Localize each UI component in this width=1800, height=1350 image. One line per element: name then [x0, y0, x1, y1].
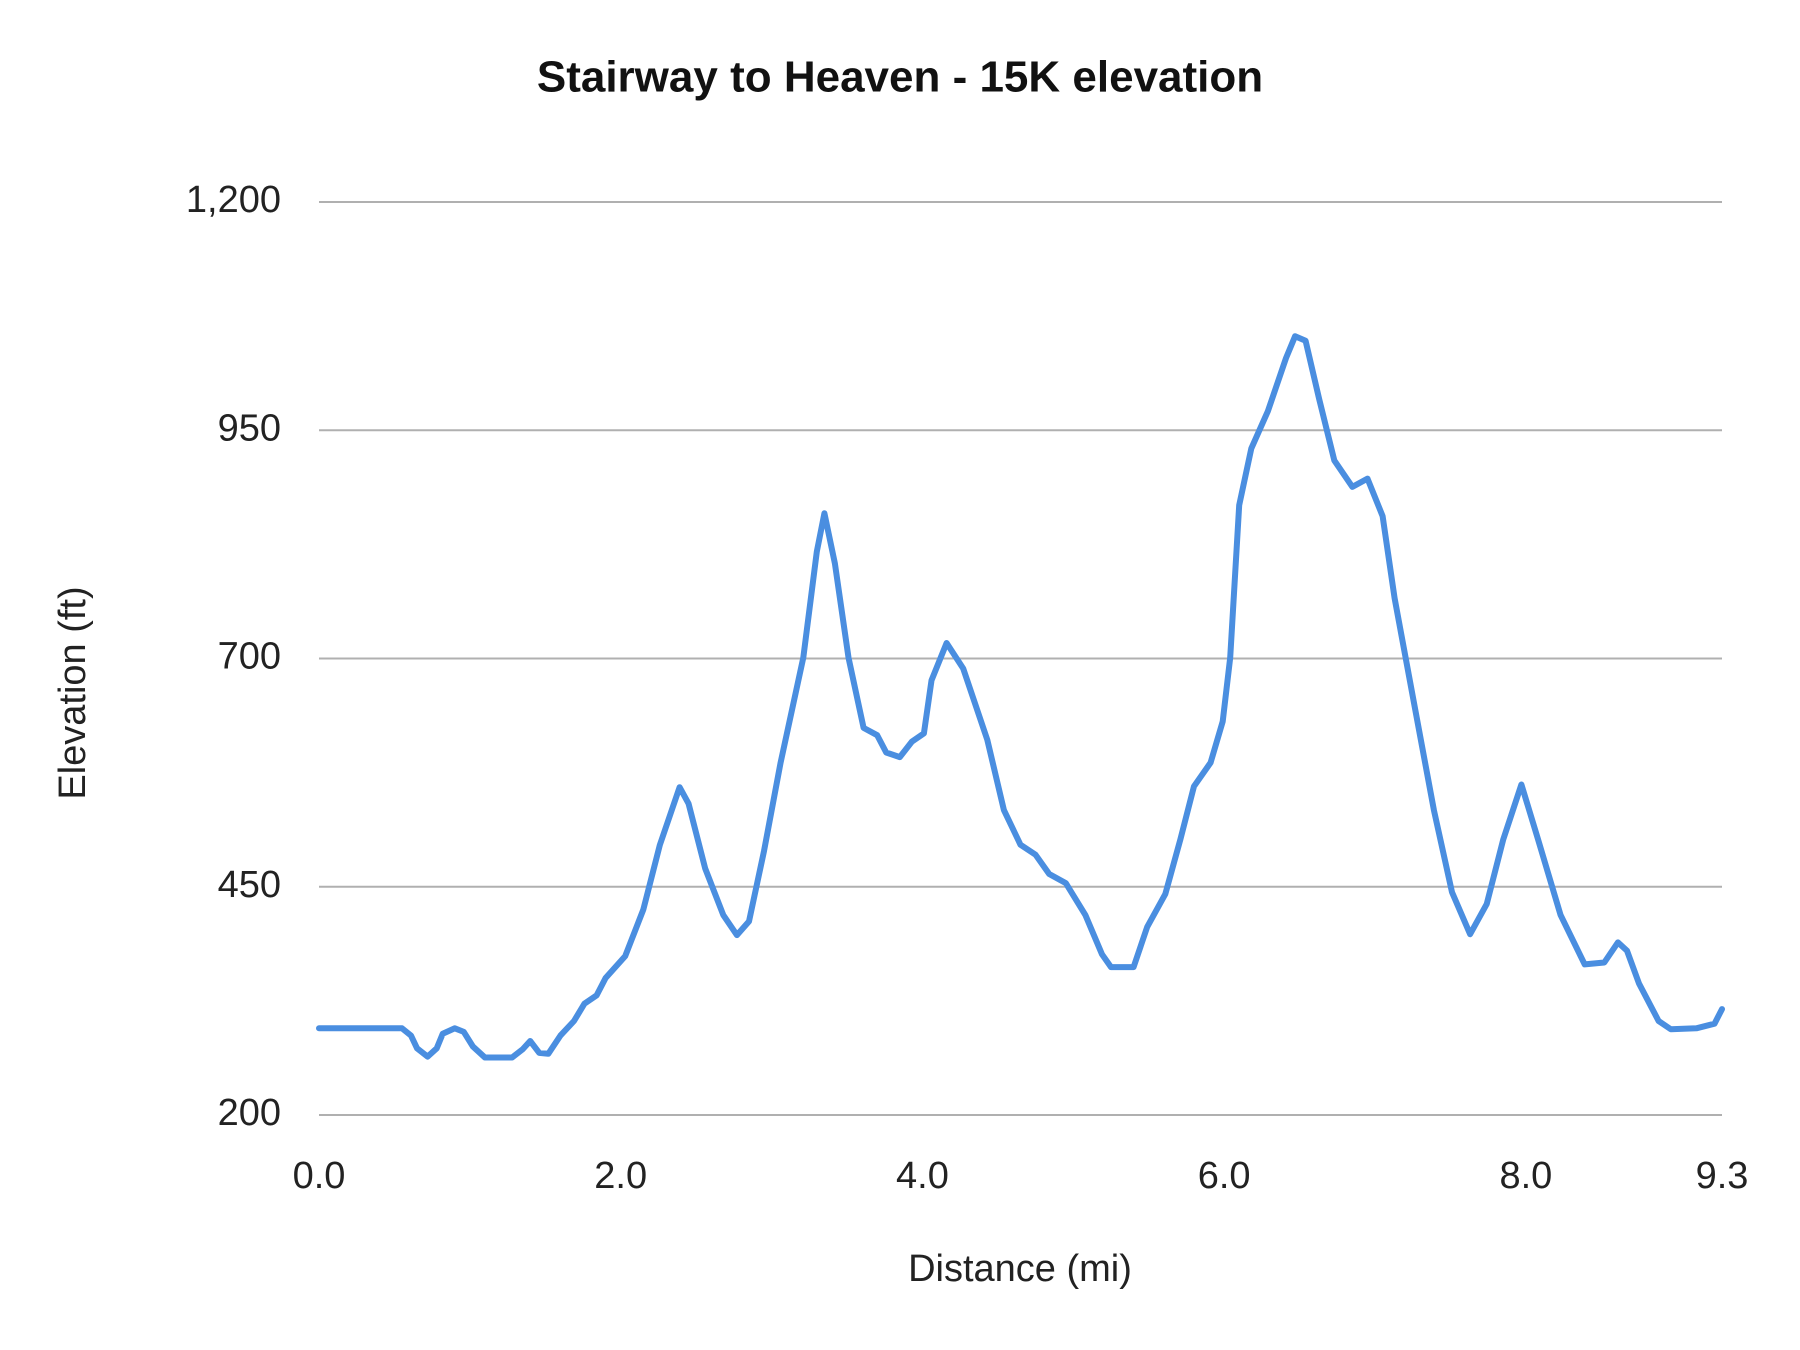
x-tick-label: 2.0: [594, 1155, 647, 1197]
x-tick-label: 8.0: [1499, 1155, 1552, 1197]
x-tick-label: 9.3: [1696, 1155, 1749, 1197]
x-tick-label: 4.0: [896, 1155, 949, 1197]
x-tick-label: 0.0: [293, 1155, 346, 1197]
y-tick-label: 1,200: [186, 179, 281, 221]
x-tick-label: 6.0: [1198, 1155, 1251, 1197]
y-tick-label: 200: [218, 1092, 281, 1134]
elevation-line: [316, 333, 1725, 1061]
y-tick-label: 450: [218, 864, 281, 906]
chart-title: Stairway to Heaven - 15K elevation: [537, 53, 1263, 102]
y-axis-title: Elevation (ft): [52, 586, 94, 799]
y-tick-label: 950: [218, 407, 281, 449]
y-tick-label: 700: [218, 636, 281, 678]
x-axis-title: Distance (mi): [908, 1248, 1132, 1290]
